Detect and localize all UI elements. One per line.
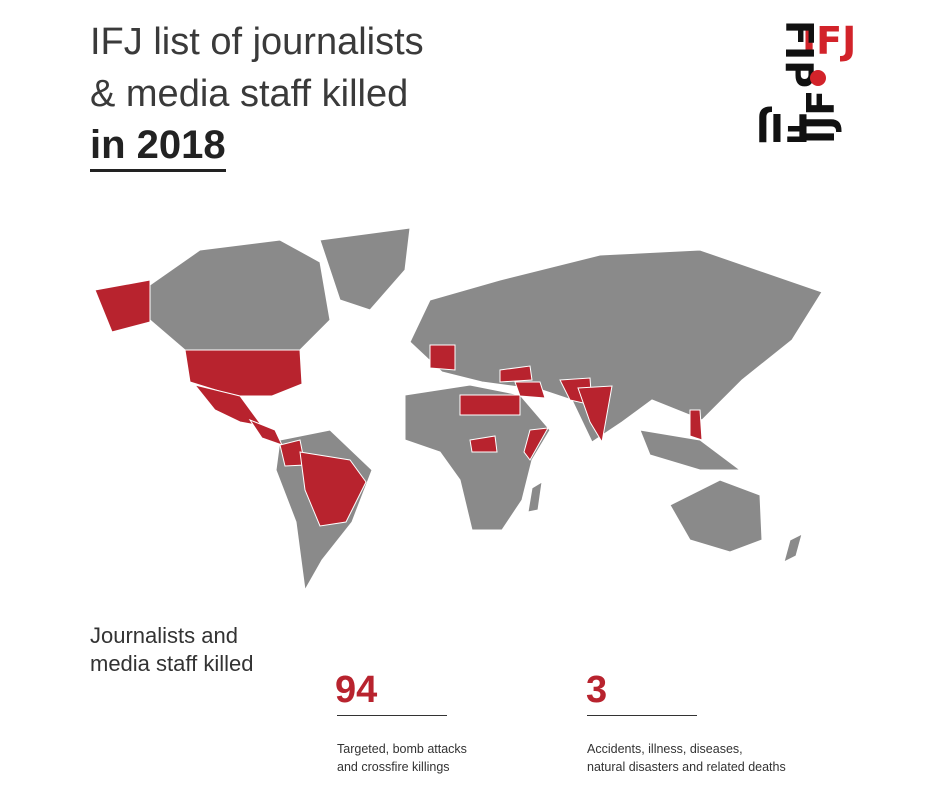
africa [404, 384, 551, 531]
libya-egypt [459, 394, 521, 416]
summary-heading: media staff killed [90, 651, 254, 676]
year-heading: in 2018 [90, 123, 226, 172]
logo-text: FIJ [756, 105, 810, 146]
title-line: IFJ list of journalists [90, 21, 424, 63]
southeast-asia [639, 429, 742, 471]
turkey [499, 365, 533, 383]
alaska [94, 279, 151, 333]
somalia [523, 427, 549, 461]
stat-description: natural disasters and related deaths [587, 760, 786, 774]
philippines [689, 409, 703, 441]
greenland [319, 227, 411, 311]
india [577, 385, 613, 444]
madagascar [527, 481, 543, 513]
australia [669, 479, 763, 553]
world-map [94, 227, 823, 592]
usa [184, 349, 303, 397]
central-america [248, 418, 283, 446]
stat-number: 94 [335, 669, 378, 711]
logo-text: IFJ [802, 19, 856, 63]
france [429, 344, 456, 371]
syria-iraq [514, 381, 546, 399]
stat-rule [587, 715, 697, 716]
stat-description: and crossfire killings [337, 760, 450, 774]
central-africa [469, 435, 498, 453]
logo-text: IJF [799, 90, 843, 144]
logo: IFJ FIP FIJ IJF [756, 19, 857, 146]
mexico [193, 384, 264, 427]
brazil [299, 451, 367, 527]
stat-rule [337, 715, 447, 716]
logo-dot [810, 70, 826, 86]
title-line: & media staff killed [90, 73, 409, 115]
canada [149, 239, 331, 353]
stat-description: Accidents, illness, diseases, [587, 742, 743, 756]
stat-number: 3 [586, 669, 608, 711]
eurasia [409, 249, 823, 443]
summary-heading: Journalists and [90, 623, 238, 648]
stat-description: Targeted, bomb attacks [337, 742, 467, 756]
new-zealand [783, 533, 803, 563]
